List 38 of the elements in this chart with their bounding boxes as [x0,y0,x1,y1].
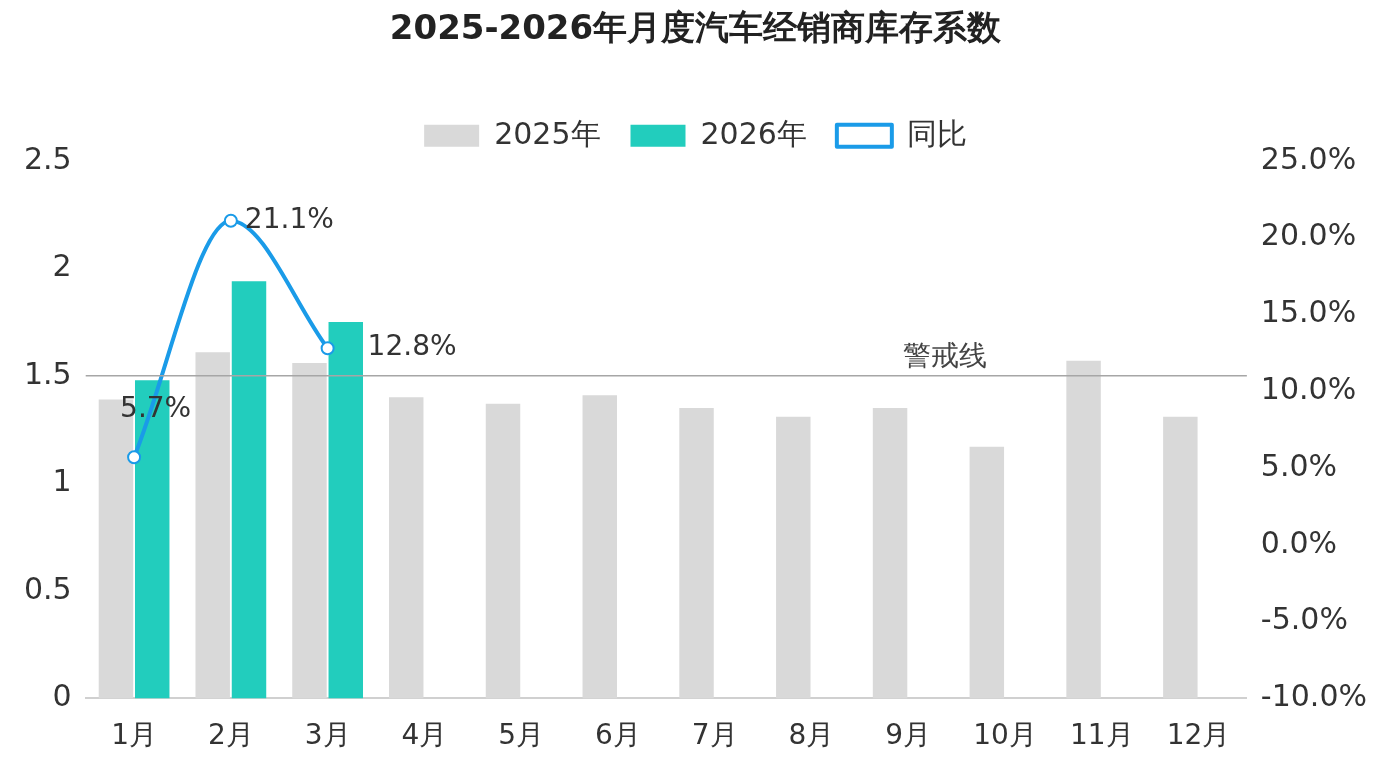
x-tick-label: 5月 [498,718,545,752]
y-tick-label: 0.5 [23,570,72,606]
y2-tick-label: -5.0% [1260,601,1348,637]
legend-label: 同比 [906,115,967,151]
data-label: 12.8% [367,329,457,363]
legend-label: 2026年 [700,115,807,151]
data-label: 21.1% [244,201,334,235]
y-tick-label: 2 [52,248,72,284]
chart-title: 2025-2026年月度汽车经销商库存系数 [389,7,1003,48]
y2-tick-label: 15.0% [1260,294,1357,330]
x-tick-label: 9月 [885,718,932,752]
y-tick-label: 0 [52,678,72,714]
bar [231,281,267,699]
x-tick-label: 10月 [973,718,1037,752]
y2-tick-label: 0.0% [1260,524,1338,560]
x-tick-label: 2月 [207,718,254,752]
x-tick-label: 4月 [401,718,448,752]
ref-line-label: 警戒线 [902,339,987,373]
point [223,213,238,228]
x-tick-label: 6月 [595,718,641,752]
x-tick-label: 8月 [788,718,835,752]
y-tick-label: 2.5 [23,140,72,176]
legend-label: 2025年 [494,115,601,151]
point [127,450,142,465]
y2-tick-label: 5.0% [1260,447,1338,483]
x-tick-label: 11月 [1069,718,1134,752]
y2-tick-label: 25.0% [1260,140,1357,176]
x-tick-label: 7月 [691,718,738,752]
y-tick-label: 1.5 [23,355,72,391]
point [320,341,335,356]
x-tick-label: 12月 [1166,718,1231,752]
y-tick-label: 1 [52,463,72,499]
y2-tick-label: 20.0% [1260,217,1357,253]
bar [328,322,363,699]
x-tick-label: 3月 [304,718,351,752]
x-tick-label: 1月 [111,718,158,752]
y2-tick-label: -10.0% [1260,678,1368,714]
y2-tick-label: 10.0% [1260,371,1357,406]
